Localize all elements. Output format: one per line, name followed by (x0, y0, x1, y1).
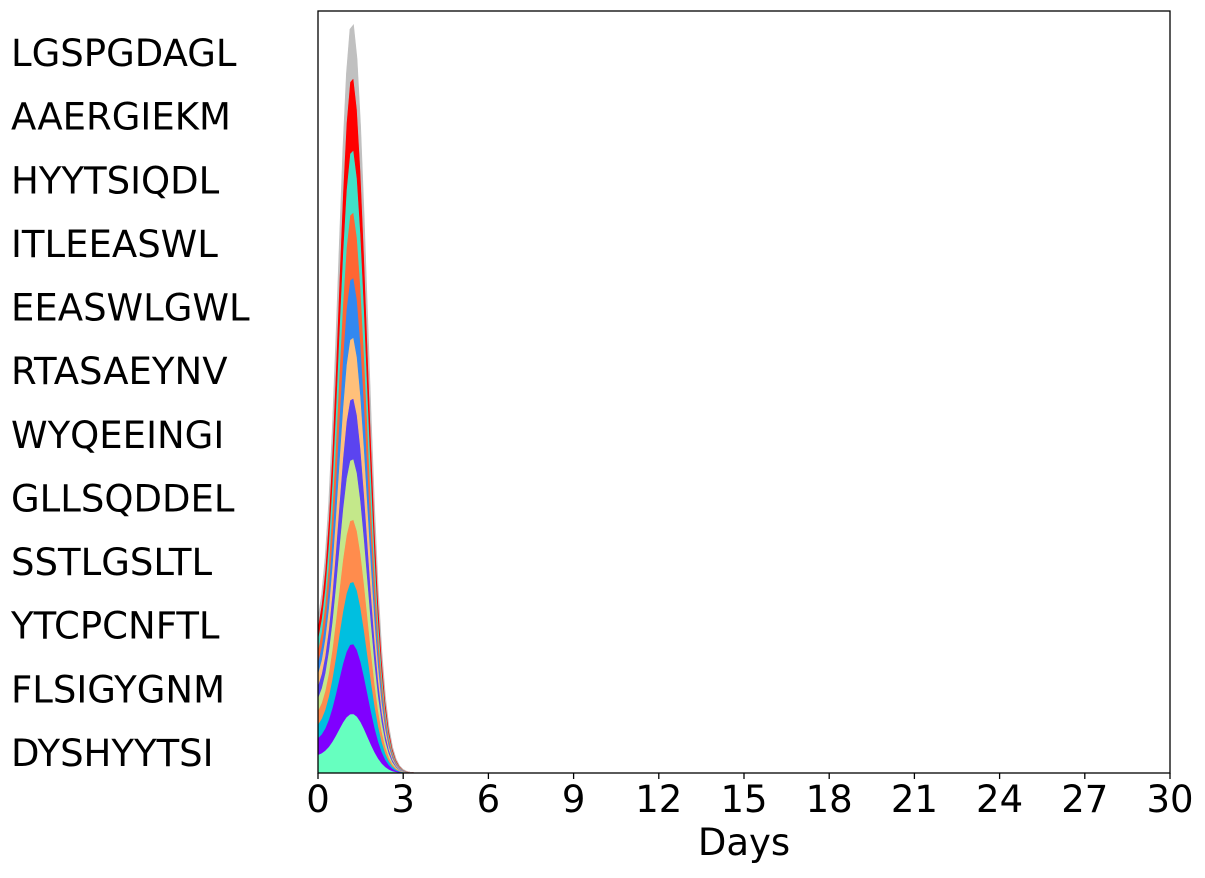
area-ytcpcnftl (317, 581, 1170, 774)
x-tick-label-9: 9 (562, 778, 586, 821)
area-aaergiekm (317, 77, 1170, 774)
series-label-flsigygnm: FLSIGYGNM (11, 668, 225, 711)
area-wyqeeingi (317, 397, 1170, 774)
series-label-dyshyytsi: DYSHYYTSI (11, 732, 214, 775)
area-hyytsiqdl (317, 149, 1170, 774)
area-rtasaeynv (317, 336, 1170, 774)
plot-frame (317, 10, 1171, 774)
x-tick-label-24: 24 (976, 778, 1023, 821)
series-label-rtasaeynv: RTASAEYNV (11, 350, 228, 393)
x-axis: 0 3 6 9 12 15 18 21 24 27 30 (306, 773, 1194, 821)
x-tick-label-30: 30 (1146, 778, 1193, 821)
x-tick-label-6: 6 (477, 778, 501, 821)
area-itleeaswl (317, 211, 1170, 774)
x-tick-label-18: 18 (806, 778, 853, 821)
x-tick-label-3: 3 (391, 778, 415, 821)
area-sstlgsltl (317, 519, 1170, 774)
series-label-gllsqddel: GLLSQDDEL (11, 477, 235, 520)
series-labels: DYSHYYTSI FLSIGYGNM YTCPCNFTL SSTLGSLTL GLLS… (10, 32, 250, 775)
areas-layer (317, 24, 1170, 774)
series-label-lgspgdagl: LGSPGDAGL (11, 32, 237, 75)
area-flsigygnm (317, 643, 1170, 774)
area-dyshyytsi (317, 713, 1170, 774)
x-axis-title: Days (698, 821, 790, 864)
x-tick-label-21: 21 (891, 778, 938, 821)
x-tick-label-12: 12 (635, 778, 682, 821)
series-label-hyytsiqdl: HYYTSIQDL (11, 159, 220, 202)
series-label-eeaswlgwl: EEASWLGWL (11, 287, 250, 330)
area-gllsqddel (317, 458, 1170, 774)
x-tick-label-27: 27 (1061, 778, 1108, 821)
area-eeaswlgwl (317, 276, 1170, 774)
series-label-aaergiekm: AAERGIEKM (11, 96, 231, 139)
series-label-sstlgsltl: SSTLGSLTL (11, 541, 212, 584)
series-label-ytcpcnftl: YTCPCNFTL (10, 605, 220, 648)
area-lgspgdagl (317, 24, 1170, 774)
series-label-itleeaswl: ITLEEASWL (11, 223, 218, 266)
series-label-wyqeeingi: WYQEEINGI (11, 414, 224, 457)
x-tick-label-15: 15 (720, 778, 767, 821)
x-tick-label-0: 0 (306, 778, 330, 821)
